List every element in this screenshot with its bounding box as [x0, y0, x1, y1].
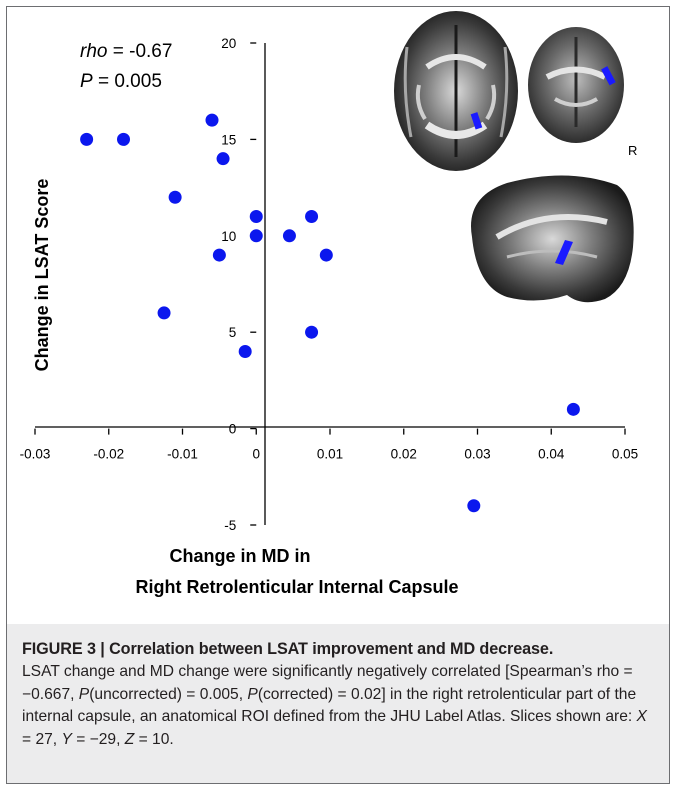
caption-x-value: = 27,	[22, 730, 62, 748]
x-tick-label: -0.01	[167, 447, 198, 462]
y-tick-label: 10	[221, 229, 236, 244]
caption-z-symbol: Z	[124, 730, 135, 748]
x-axis-title-line2: Right Retrolenticular Internal Capsule	[135, 577, 458, 597]
caption-text-3: (corrected) = 0.02] in the right retrole…	[22, 685, 637, 726]
rho-value: = -0.67	[107, 41, 172, 62]
caption-p-uncorrected: P	[78, 685, 90, 703]
data-point	[80, 132, 94, 146]
caption-body: LSAT change and MD change were significa…	[22, 661, 656, 751]
data-point	[117, 132, 130, 146]
x-tick-label: 0.05	[612, 447, 638, 462]
data-point	[205, 113, 219, 127]
data-point	[319, 248, 333, 262]
caption-x-symbol: X	[636, 708, 647, 725]
x-tick-label: 0.01	[317, 447, 343, 462]
caption-y-value: = −29,	[71, 730, 125, 748]
x-tick-label: 0.03	[464, 447, 490, 462]
y-tick-label: 0	[229, 422, 237, 437]
data-point	[157, 306, 171, 320]
data-point	[238, 344, 252, 358]
data-point	[467, 499, 481, 513]
caption-z-value: = 10.	[134, 730, 174, 748]
caption-text-1: LSAT change and MD change were significa…	[22, 663, 633, 703]
data-point	[305, 325, 319, 339]
caption-text-2: (uncorrected) = 0.005,	[89, 685, 248, 703]
x-axis-title-line1: Change in MD in	[170, 546, 311, 566]
caption-title: FIGURE 3 | Correlation between LSAT impr…	[22, 640, 554, 658]
figure-caption: FIGURE 3 | Correlation between LSAT impr…	[7, 624, 669, 783]
scatter-plot: R rho = -0.67 P = 0.005 -0.03 -0.02 -0.01 0…	[20, 11, 639, 597]
data-point	[566, 402, 580, 416]
caption-p-corrected: P	[247, 685, 258, 703]
data-point	[216, 152, 230, 166]
data-point	[249, 210, 263, 224]
brain-coronal-image	[528, 27, 624, 143]
y-tick-label: -5	[224, 518, 236, 533]
rho-label: rho	[80, 41, 107, 62]
y-tick-label: 20	[221, 36, 236, 51]
figure-frame	[6, 6, 670, 784]
data-point	[305, 210, 319, 224]
axis-ticks: -0.03 -0.02 -0.01 0 0.01 0.02 0.03 0.04 0.05 20 15…	[20, 36, 639, 533]
x-tick-label: -0.03	[20, 447, 51, 462]
x-tick-label: 0.04	[538, 447, 565, 462]
x-tick-label: -0.02	[93, 447, 124, 462]
brain-axial-image	[394, 11, 518, 171]
data-point	[249, 229, 263, 243]
caption-y-symbol: Y	[61, 730, 72, 748]
p-stat: P = 0.005	[80, 71, 162, 92]
p-label: P	[80, 71, 93, 92]
x-tick-label: 0	[252, 447, 260, 462]
y-tick-label: 5	[229, 325, 237, 340]
data-point	[212, 248, 226, 262]
rho-stat: rho = -0.67	[80, 41, 172, 62]
p-value: = 0.005	[93, 71, 162, 92]
data-point	[168, 190, 182, 204]
data-points	[80, 113, 580, 513]
brain-sagittal-image	[471, 175, 634, 303]
x-tick-label: 0.02	[391, 447, 417, 462]
orientation-label: R	[628, 143, 637, 158]
data-point	[282, 229, 296, 243]
y-tick-label: 15	[221, 132, 236, 147]
y-axis-title: Change in LSAT Score	[32, 179, 52, 372]
